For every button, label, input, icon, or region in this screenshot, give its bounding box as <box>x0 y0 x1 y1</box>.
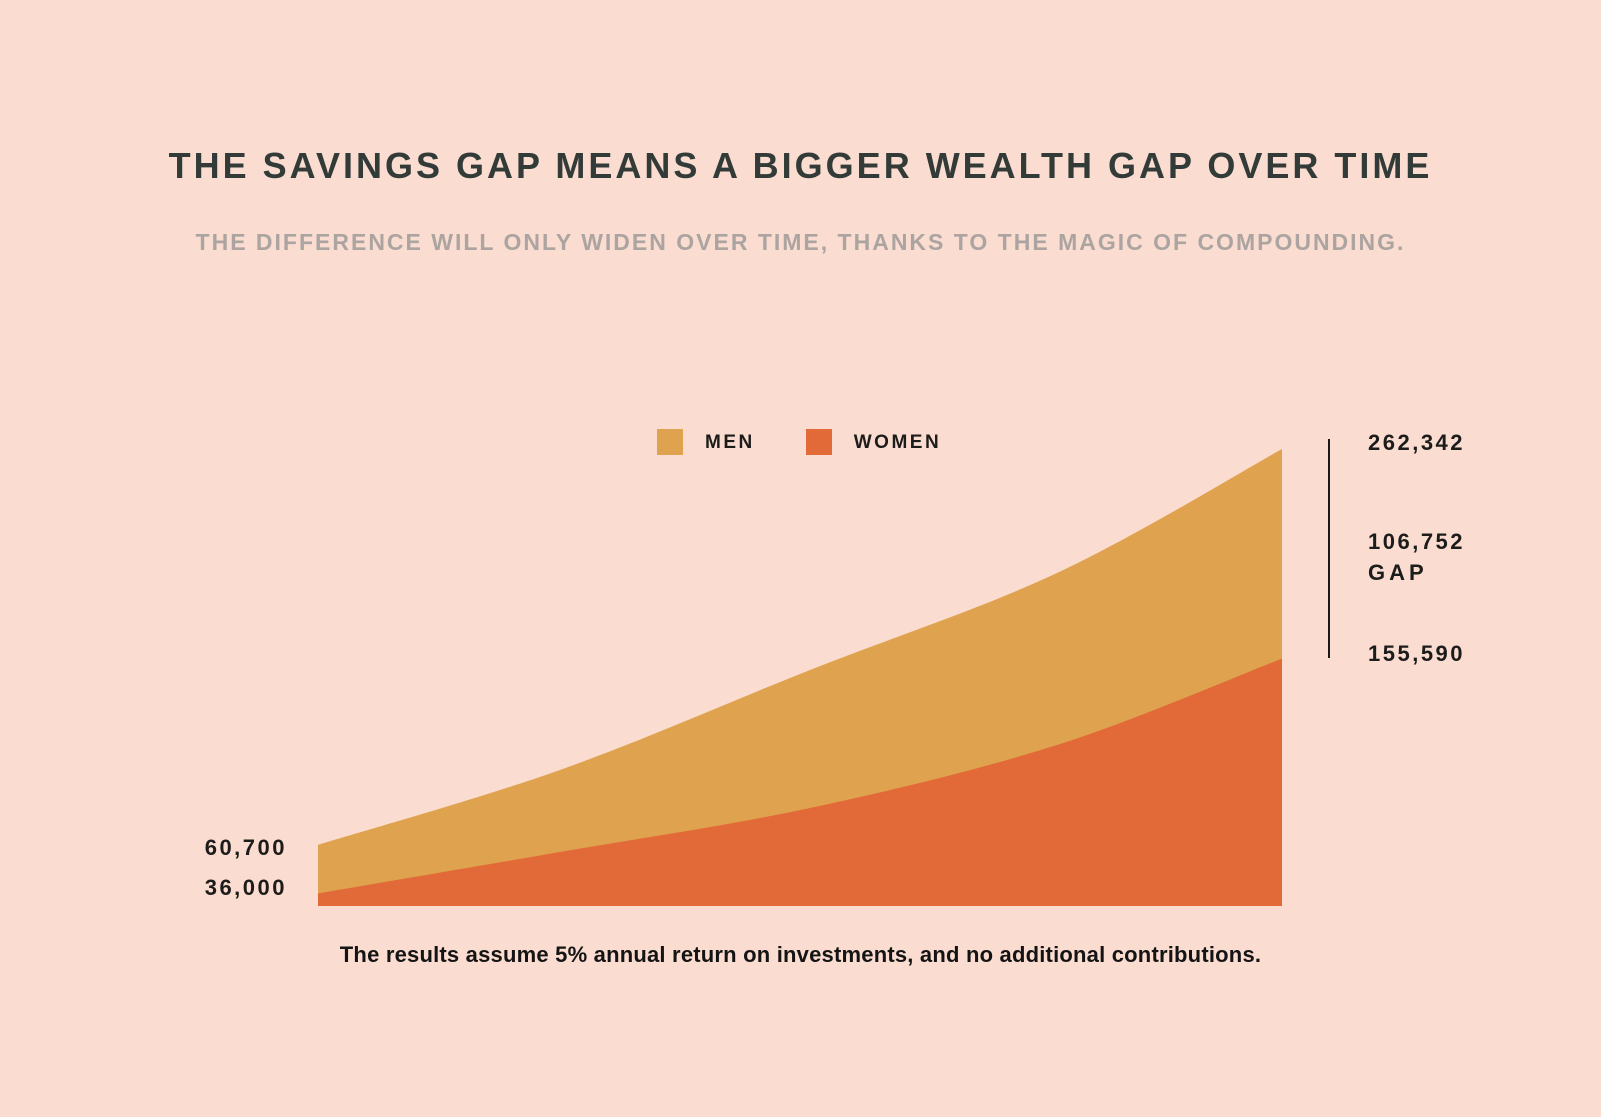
men-legend-label: MEN <box>705 431 755 453</box>
women-legend-label: WOMEN <box>853 431 942 453</box>
women-legend-swatch <box>805 429 832 455</box>
women-area-series <box>318 658 1282 906</box>
wealth-growth-area-chart <box>318 449 1282 906</box>
gap-bracket-line <box>1328 439 1330 658</box>
gap-value-label: 106,752 <box>1368 529 1466 554</box>
gap-word-label: GAP <box>1368 560 1428 585</box>
men-legend-swatch <box>657 429 683 455</box>
footnote: The results assume 5% annual return on i… <box>339 942 1262 967</box>
page-subtitle: THE DIFFERENCE WILL ONLY WIDEN OVER TIME… <box>195 229 1406 255</box>
women-start-value-label: 36,000 <box>204 875 287 900</box>
women-end-value-label: 155,590 <box>1368 641 1466 666</box>
chart-legend: MEN WOMEN <box>657 429 941 455</box>
page-title: THE SAVINGS GAP MEANS A BIGGER WEALTH GA… <box>168 145 1433 186</box>
men-start-value-label: 60,700 <box>204 835 287 860</box>
men-end-value-label: 262,342 <box>1368 430 1466 455</box>
